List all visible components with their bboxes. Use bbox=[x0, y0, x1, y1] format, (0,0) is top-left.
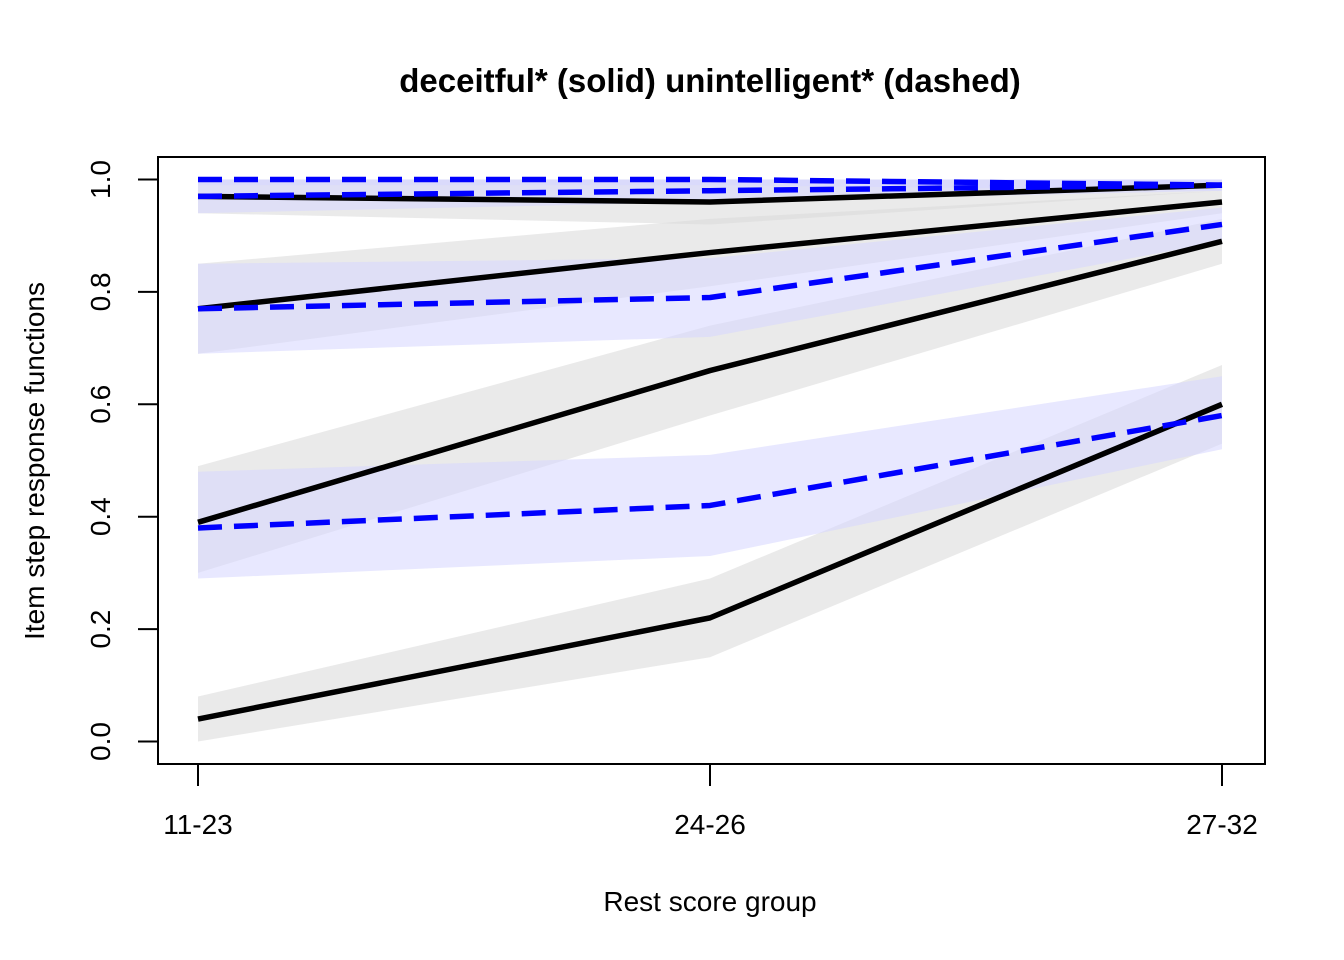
y-tick-label: 0.2 bbox=[85, 610, 116, 649]
y-tick-label: 1.0 bbox=[85, 160, 116, 199]
series-line-deceitful-3 bbox=[197, 199, 1223, 312]
series-line-deceitful-2 bbox=[197, 238, 1223, 525]
x-tick-label: 24-26 bbox=[674, 809, 746, 840]
y-tick-label: 0.4 bbox=[85, 497, 116, 536]
x-tick-label: 11-23 bbox=[163, 809, 233, 840]
confidence-band-deceitful-1 bbox=[198, 364, 1222, 742]
series-line-deceitful-4 bbox=[197, 182, 1223, 205]
confidence-band-unintelligent-5 bbox=[198, 376, 1222, 579]
series-line-unintelligent-6 bbox=[197, 221, 1223, 312]
y-axis: 0.0 0.2 0.4 0.6 0.8 1.0 bbox=[85, 160, 159, 761]
series-line-unintelligent-5 bbox=[197, 412, 1223, 531]
x-axis: 11-23 24-26 27-32 bbox=[163, 763, 1258, 840]
x-axis-label: Rest score group bbox=[603, 886, 816, 917]
series-line-unintelligent-7 bbox=[197, 182, 1223, 200]
series-lines bbox=[197, 176, 1224, 722]
series-line-deceitful-1 bbox=[197, 401, 1224, 722]
series-line-unintelligent-8 bbox=[198, 176, 1223, 188]
y-tick-label: 0.0 bbox=[85, 722, 116, 761]
y-tick-label: 0.6 bbox=[85, 385, 116, 424]
y-axis-label: Item step response functions bbox=[19, 282, 50, 640]
chart-title: deceitful* (solid) unintelligent* (dashe… bbox=[399, 62, 1021, 99]
confidence-band-unintelligent-6 bbox=[198, 207, 1222, 354]
x-tick-label: 27-32 bbox=[1186, 809, 1258, 840]
y-tick-label: 0.8 bbox=[85, 272, 116, 311]
confidence-bands bbox=[198, 179, 1222, 742]
